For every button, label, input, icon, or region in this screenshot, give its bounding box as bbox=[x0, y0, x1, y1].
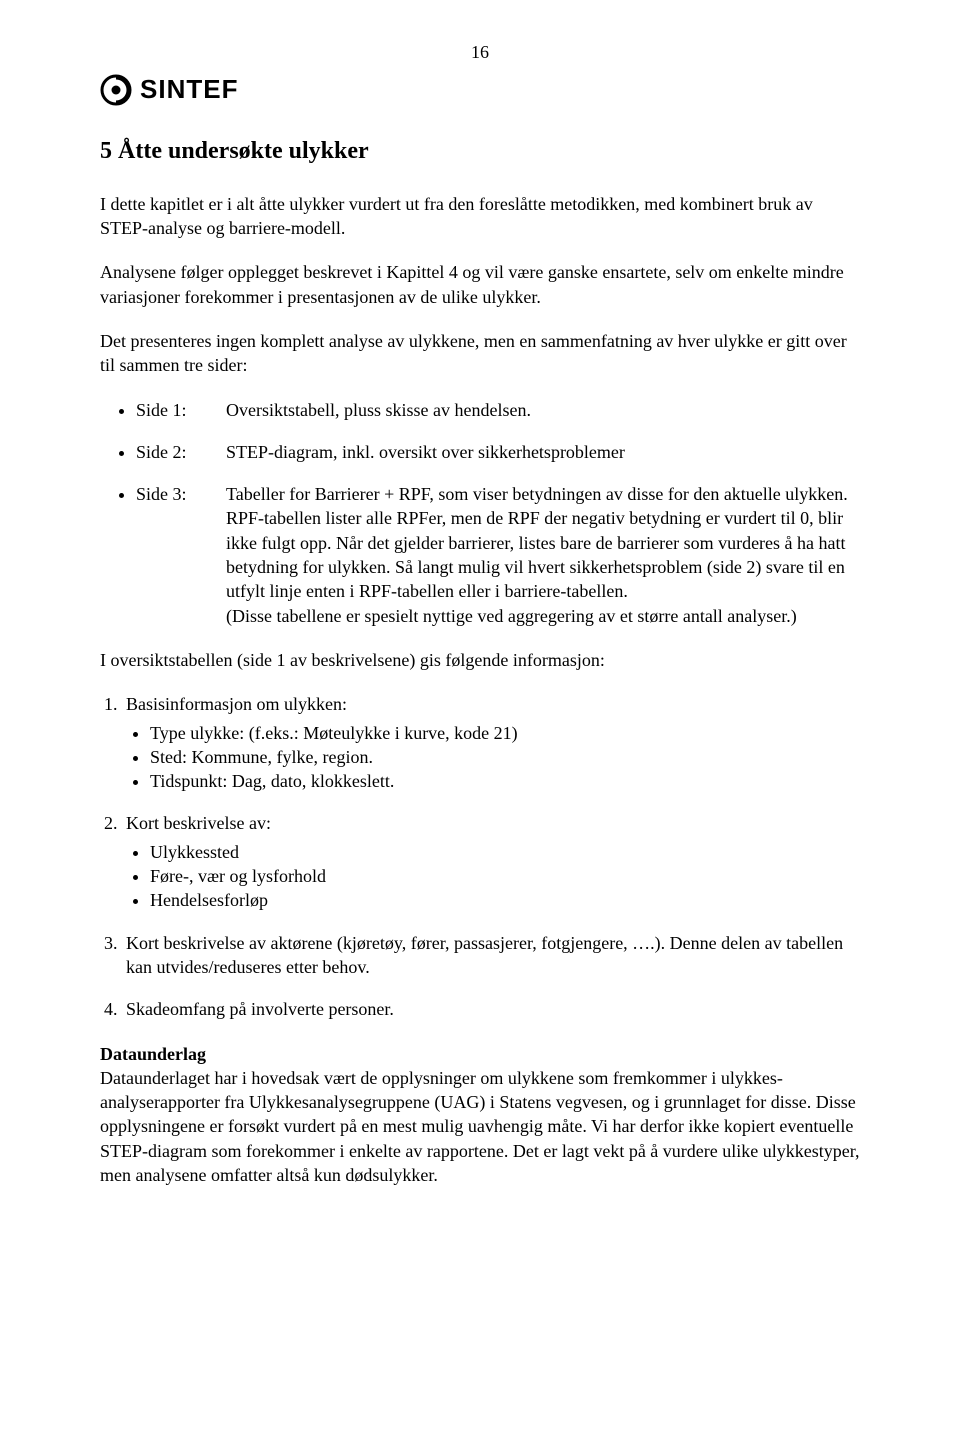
numbered-item: Kort beskrivelse av: Ulykkessted Føre-, … bbox=[122, 811, 860, 912]
numbered-lead: Skadeomfang på involverte personer. bbox=[126, 999, 394, 1019]
logo: SINTEF bbox=[100, 72, 860, 107]
sub-item: Sted: Kommune, fylke, region. bbox=[150, 745, 860, 769]
sub-item: Type ulykke: (f.eks.: Møteulykke i kurve… bbox=[150, 721, 860, 745]
sub-item: Tidspunkt: Dag, dato, klokkeslett. bbox=[150, 769, 860, 793]
side-label: Side 3: bbox=[136, 482, 226, 506]
page-number: 16 bbox=[100, 40, 860, 64]
numbered-item: Basisinformasjon om ulykken: Type ulykke… bbox=[122, 692, 860, 793]
side-label: Side 2: bbox=[136, 440, 226, 464]
numbered-list: Basisinformasjon om ulykken: Type ulykke… bbox=[100, 692, 860, 1021]
data-section: Dataunderlag Dataunderlaget har i hoveds… bbox=[100, 1042, 860, 1188]
side-list: Side 1: Oversiktstabell, pluss skisse av… bbox=[100, 398, 860, 628]
data-heading: Dataunderlag bbox=[100, 1044, 206, 1064]
numbered-lead: Basisinformasjon om ulykken: bbox=[126, 692, 860, 716]
numbered-item: Kort beskrivelse av aktørene (kjøretøy, … bbox=[122, 931, 860, 980]
side-item: Side 2: STEP-diagram, inkl. oversikt ove… bbox=[136, 440, 860, 464]
numbered-lead: Kort beskrivelse av aktørene (kjøretøy, … bbox=[126, 933, 843, 977]
side-desc: Oversiktstabell, pluss skisse av hendels… bbox=[226, 398, 860, 422]
side-item: Side 3: Tabeller for Barrierer + RPF, so… bbox=[136, 482, 860, 628]
numbered-lead: Kort beskrivelse av: bbox=[126, 811, 860, 835]
sub-list: Type ulykke: (f.eks.: Møteulykke i kurve… bbox=[126, 721, 860, 794]
sub-item: Ulykkessted bbox=[150, 840, 860, 864]
intro-paragraph-3: Det presenteres ingen komplett analyse a… bbox=[100, 329, 860, 378]
overview-line: I oversiktstabellen (side 1 av beskrivel… bbox=[100, 648, 860, 672]
document-page: 16 SINTEF 5 Åtte undersøkte ulykker I de… bbox=[0, 0, 960, 1227]
side-desc: STEP-diagram, inkl. oversikt over sikker… bbox=[226, 440, 860, 464]
numbered-item: Skadeomfang på involverte personer. bbox=[122, 997, 860, 1021]
side-desc: Tabeller for Barrierer + RPF, som viser … bbox=[226, 482, 860, 628]
logo-text: SINTEF bbox=[140, 72, 238, 107]
sub-item: Føre-, vær og lysforhold bbox=[150, 864, 860, 888]
side-item: Side 1: Oversiktstabell, pluss skisse av… bbox=[136, 398, 860, 422]
sintef-logo-icon bbox=[100, 74, 132, 106]
sub-item: Hendelsesforløp bbox=[150, 888, 860, 912]
intro-paragraph-2: Analysene følger opplegget beskrevet i K… bbox=[100, 260, 860, 309]
data-body: Dataunderlaget har i hovedsak vært de op… bbox=[100, 1068, 860, 1185]
side-label: Side 1: bbox=[136, 398, 226, 422]
sub-list: Ulykkessted Føre-, vær og lysforhold Hen… bbox=[126, 840, 860, 913]
section-title: 5 Åtte undersøkte ulykker bbox=[100, 135, 860, 167]
intro-paragraph-1: I dette kapitlet er i alt åtte ulykker v… bbox=[100, 192, 860, 241]
